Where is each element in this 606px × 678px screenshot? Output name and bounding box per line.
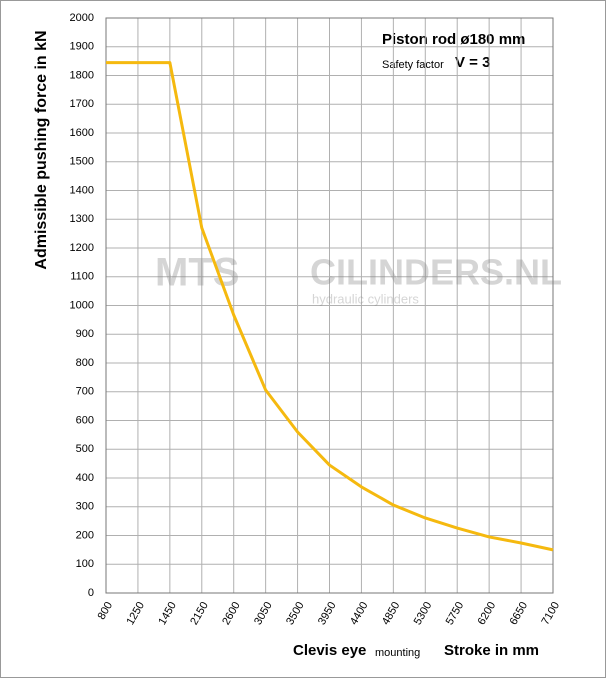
y-tick-label: 400 [76,472,94,484]
y-tick-label: 1200 [70,242,94,254]
y-tick-label: 1000 [70,299,94,311]
watermark-sub: hydraulic cylinders [312,291,419,306]
y-tick-label: 700 [76,386,94,398]
y-tick-label: 800 [76,357,94,369]
y-tick-label: 1800 [70,69,94,81]
annotation: V = 3 [455,54,490,71]
y-tick-label: 1400 [70,184,94,196]
y-tick-label: 600 [76,414,94,426]
x-axis-title: mounting [375,647,420,659]
y-tick-label: 1700 [70,98,94,110]
y-tick-label: 0 [88,587,94,599]
y-tick-label: 900 [76,328,94,340]
watermark-brand: MTS [155,251,239,295]
y-tick-label: 1600 [70,127,94,139]
y-tick-label: 500 [76,443,94,455]
annotation: Piston rod ø180 mm [382,31,525,48]
y-tick-label: 100 [76,558,94,570]
watermark-site: CILINDERS.NL [310,252,562,293]
line [106,61,554,552]
x-axis-title: Stroke in mm [444,642,539,659]
annotation: Safety factor [382,59,444,71]
y-tick-label: 2000 [70,12,94,24]
watermark: MTS CILINDERS.NL hydraulic cylinders [155,251,562,307]
y-tick-label: 300 [76,501,94,513]
y-tick-label: 1300 [70,213,94,225]
y-tick-label: 1900 [70,41,94,53]
y-axis-title: Admissible pushing force in kN [33,30,50,269]
x-axis-title: Clevis eye [293,642,366,659]
y-tick-label: 1500 [70,156,94,168]
y-tick-label: 200 [76,529,94,541]
plot-border [105,17,554,594]
y-tick-label: 1100 [70,271,94,283]
